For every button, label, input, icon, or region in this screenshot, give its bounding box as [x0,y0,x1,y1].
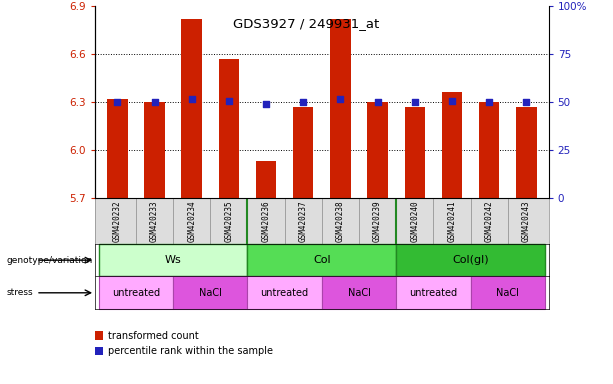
Bar [107,99,128,198]
Point [150,99,159,105]
Bar [471,276,545,309]
Text: genotype/variation: genotype/variation [6,256,93,265]
Text: percentile rank within the sample: percentile rank within the sample [108,346,273,356]
Text: GDS3927 / 249931_at: GDS3927 / 249931_at [234,17,379,30]
Bar [256,161,276,198]
Bar [248,276,322,309]
Text: GSM420236: GSM420236 [262,200,270,242]
Text: untreated: untreated [409,288,457,298]
Bar [396,244,545,276]
Bar [219,58,239,198]
Point [335,96,345,102]
Point [224,98,234,104]
Bar [322,276,396,309]
Text: Col(gl): Col(gl) [452,255,489,265]
Text: GSM420232: GSM420232 [113,200,122,242]
Text: NaCl: NaCl [348,288,370,298]
Point [447,98,457,104]
Text: untreated: untreated [261,288,309,298]
Bar [330,18,351,198]
Text: GSM420234: GSM420234 [187,200,196,242]
Bar [516,107,536,198]
Point [261,101,271,108]
Text: transformed count: transformed count [108,331,199,341]
Bar [248,244,396,276]
Text: Ws: Ws [165,255,181,265]
Text: GSM420241: GSM420241 [447,200,457,242]
Text: GSM420239: GSM420239 [373,200,382,242]
Text: GSM420235: GSM420235 [224,200,234,242]
Text: GSM420243: GSM420243 [522,200,531,242]
Text: GSM420242: GSM420242 [485,200,493,242]
Point [299,99,308,105]
Text: stress: stress [6,288,32,297]
Bar [99,276,173,309]
Bar [173,276,248,309]
Bar [479,102,500,198]
Text: NaCl: NaCl [497,288,519,298]
Bar [99,244,248,276]
Bar [405,107,425,198]
Text: GSM420238: GSM420238 [336,200,345,242]
Point [187,96,197,102]
Point [484,99,494,105]
Point [373,99,383,105]
Bar [181,18,202,198]
Point [410,99,420,105]
Bar [367,102,388,198]
Bar [144,102,165,198]
Point [522,99,531,105]
Text: Col: Col [313,255,330,265]
Text: NaCl: NaCl [199,288,222,298]
Bar [442,92,462,198]
Text: GSM420240: GSM420240 [410,200,419,242]
Text: GSM420237: GSM420237 [299,200,308,242]
Bar [293,107,313,198]
Text: GSM420233: GSM420233 [150,200,159,242]
Point [112,99,122,105]
Bar [396,276,471,309]
Text: untreated: untreated [112,288,160,298]
